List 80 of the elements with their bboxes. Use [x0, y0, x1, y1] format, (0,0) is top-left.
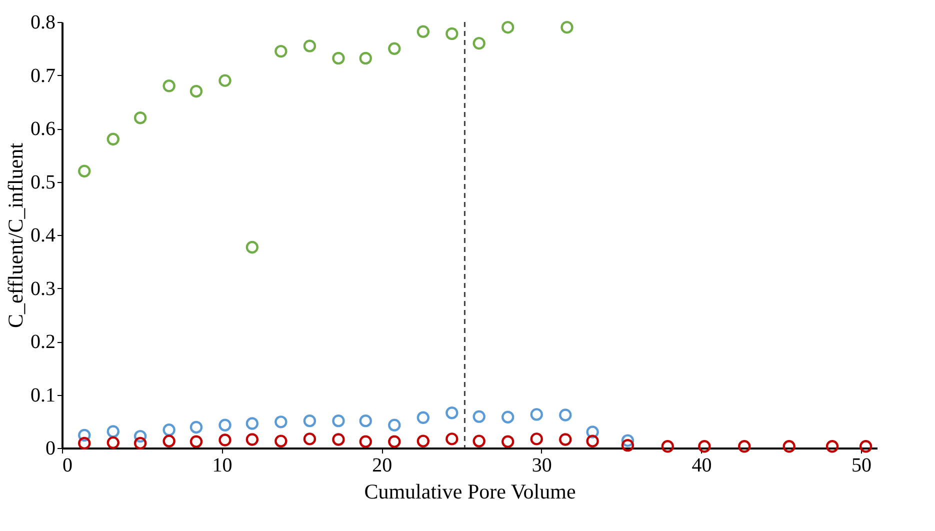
- point: [559, 433, 572, 446]
- point: [303, 414, 316, 428]
- point: [502, 410, 514, 424]
- point: [218, 74, 232, 87]
- point: [698, 440, 711, 453]
- point: [388, 435, 401, 448]
- point: [78, 436, 91, 450]
- point: [472, 410, 486, 423]
- point: [190, 84, 203, 98]
- point: [530, 408, 543, 421]
- point: [359, 52, 372, 65]
- point: [134, 430, 147, 443]
- point: [274, 416, 288, 428]
- point: [78, 164, 91, 178]
- x-tick-label: 0: [62, 454, 72, 476]
- point: [446, 432, 458, 446]
- point: [78, 428, 91, 442]
- point: [530, 432, 543, 446]
- y-tick-label: 0.4: [30, 224, 56, 246]
- point: [162, 80, 176, 92]
- point: [274, 44, 288, 58]
- x-tick-label: 10: [212, 454, 232, 476]
- point: [218, 418, 232, 432]
- point: [246, 433, 259, 446]
- point: [388, 418, 401, 432]
- point: [859, 440, 872, 453]
- point: [738, 440, 751, 453]
- point: [332, 433, 345, 446]
- point: [106, 132, 120, 146]
- point: [134, 436, 147, 450]
- point: [661, 440, 674, 453]
- point: [218, 434, 232, 446]
- point: [332, 414, 345, 428]
- point: [416, 411, 430, 424]
- y-tick-label: 0.8: [30, 12, 56, 34]
- point: [303, 432, 316, 446]
- point: [162, 434, 176, 448]
- point: [472, 36, 486, 50]
- point: [106, 436, 120, 450]
- point: [246, 417, 259, 430]
- point: [359, 435, 372, 448]
- y-tick-label: 0.2: [30, 331, 56, 353]
- x-axis-title: Cumulative Pore Volume: [364, 480, 576, 504]
- point: [502, 435, 514, 448]
- y-tick-label: 0.1: [30, 384, 56, 406]
- point: [416, 25, 430, 38]
- x-tick-label: 50: [852, 454, 872, 476]
- point: [621, 434, 634, 447]
- point: [332, 52, 345, 65]
- point: [559, 408, 572, 422]
- point: [388, 42, 401, 55]
- point: [621, 439, 634, 452]
- point: [586, 426, 599, 438]
- point: [162, 424, 176, 436]
- point: [190, 420, 203, 434]
- y-tick-label: 0.5: [30, 171, 56, 194]
- x-tick-label: 40: [692, 454, 712, 476]
- point: [303, 40, 316, 52]
- point: [826, 440, 839, 453]
- point: [134, 112, 147, 124]
- y-tick-label: 0.6: [30, 118, 56, 140]
- point: [359, 414, 372, 428]
- point: [246, 240, 259, 254]
- point: [446, 406, 458, 420]
- point: [416, 434, 430, 448]
- point: [586, 434, 599, 448]
- point: [190, 435, 203, 448]
- point: [472, 434, 486, 448]
- x-tick-label: 30: [532, 454, 552, 476]
- point: [502, 20, 514, 34]
- y-tick-label: 0: [46, 438, 56, 460]
- y-tick-label: 0.3: [30, 278, 56, 300]
- x-tick-label: 20: [372, 454, 392, 476]
- point: [106, 425, 120, 438]
- point: [274, 434, 288, 448]
- y-axis-title: C_effluent/C_influent: [4, 142, 28, 328]
- y-tick-label: 0.7: [30, 64, 56, 87]
- point: [782, 440, 796, 453]
- point: [560, 20, 574, 34]
- point: [446, 27, 458, 40]
